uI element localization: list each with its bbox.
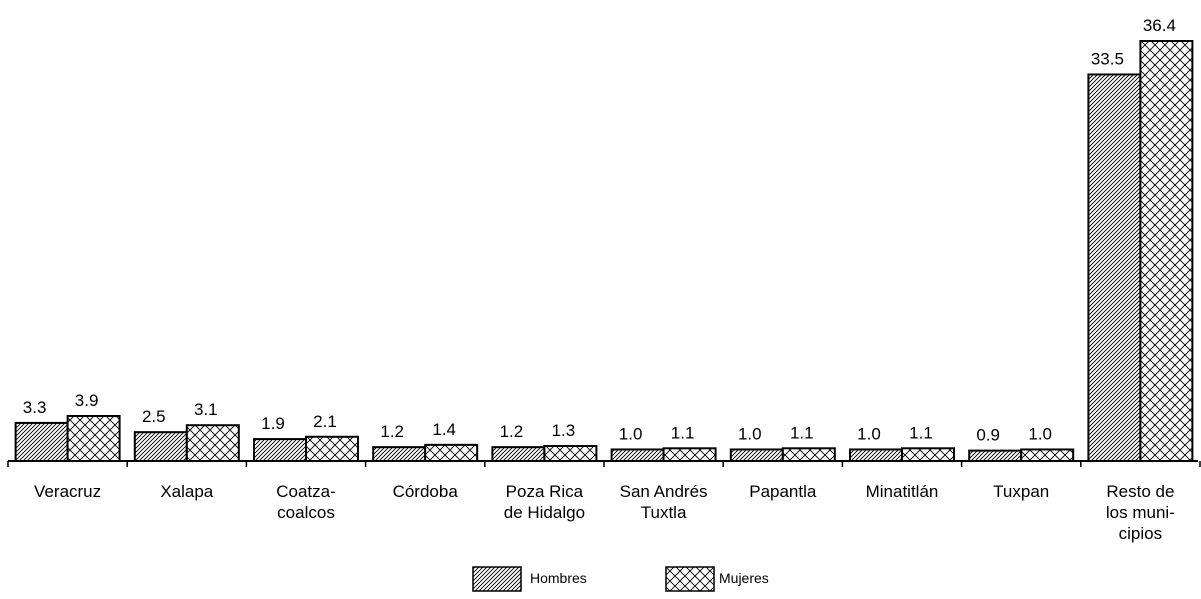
value-label-mujeres-2: 2.1 xyxy=(313,412,337,431)
bar-mujeres-6 xyxy=(781,447,836,462)
category-label-4: Poza Rica de Hidalgo xyxy=(504,482,585,522)
legend-swatch-mujeres xyxy=(665,566,715,592)
bar-hombres-2 xyxy=(253,438,307,463)
value-label-mujeres-0: 3.9 xyxy=(75,391,99,410)
value-label-hombres-1: 2.5 xyxy=(142,407,166,426)
category-label-3: Córdoba xyxy=(393,482,459,501)
category-label-8: Tuxpan xyxy=(993,482,1049,501)
bar-hombres-7 xyxy=(849,448,903,463)
bar-mujeres-5 xyxy=(662,447,717,462)
bar-mujeres-8 xyxy=(1020,448,1075,463)
legend-label-mujeres: Mujeres xyxy=(719,570,769,586)
bar-hombres-9 xyxy=(1087,73,1142,462)
category-label-5: San Andrés Tuxtla xyxy=(620,482,708,522)
value-labels-group: 3.3 3.9 2.5 3.1 1.9 2.1 1.2 1.4 1.2 1.3 1.0 1.1 1.0 1… xyxy=(23,16,1176,445)
bar-mujeres-7 xyxy=(901,447,955,462)
category-labels-group: Veracruz Xalapa Coatza-coalcos Córdoba Poza … xyxy=(34,482,1175,543)
value-label-hombres-3: 1.2 xyxy=(380,422,404,441)
value-label-mujeres-8: 1.0 xyxy=(1028,424,1052,443)
x-axis-ticks xyxy=(7,461,1201,467)
value-label-mujeres-3: 1.4 xyxy=(432,420,456,439)
legend-label-hombres: Hombres xyxy=(530,570,587,586)
category-label-1: Xalapa xyxy=(160,482,213,501)
value-label-hombres-4: 1.2 xyxy=(500,422,524,441)
bar-mujeres-9 xyxy=(1139,40,1194,462)
bar-hombres-1 xyxy=(133,431,188,462)
value-label-mujeres-1: 3.1 xyxy=(194,400,218,419)
bar-hombres-5 xyxy=(610,448,665,463)
bar-chart: 3.3 3.9 2.5 3.1 1.9 2.1 1.2 1.4 1.2 1.3 1.0 1.1 1.0 1… xyxy=(7,16,1201,543)
value-label-mujeres-7: 1.1 xyxy=(909,423,933,442)
value-label-hombres-0: 3.3 xyxy=(23,398,47,417)
value-label-hombres-9: 33.5 xyxy=(1091,49,1124,68)
category-label-6: Papantla xyxy=(749,482,817,501)
bar-hombres-3 xyxy=(372,446,427,462)
value-label-mujeres-6: 1.1 xyxy=(790,423,814,442)
value-label-hombres-8: 0.9 xyxy=(976,426,1000,445)
bar-hombres-4 xyxy=(491,446,546,462)
value-label-hombres-2: 1.9 xyxy=(261,414,285,433)
category-label-9: Resto de los muni-cipios xyxy=(1106,482,1175,543)
value-label-mujeres-5: 1.1 xyxy=(671,423,695,442)
value-label-hombres-7: 1.0 xyxy=(857,424,881,443)
bar-hombres-6 xyxy=(729,448,784,463)
bar-mujeres-4 xyxy=(543,445,598,462)
bar-mujeres-3 xyxy=(424,443,479,463)
value-label-hombres-5: 1.0 xyxy=(619,424,643,443)
category-label-7: Minatitlán xyxy=(866,482,939,501)
legend-swatch-hombres xyxy=(472,566,522,592)
bar-hombres-0 xyxy=(14,421,69,462)
bar-mujeres-0 xyxy=(66,415,121,462)
value-label-mujeres-9: 36.4 xyxy=(1143,16,1176,35)
value-label-hombres-6: 1.0 xyxy=(738,424,762,443)
value-label-mujeres-4: 1.3 xyxy=(552,421,576,440)
category-label-2: Coatza-coalcos xyxy=(276,482,336,522)
category-label-0: Veracruz xyxy=(34,482,101,501)
legend: Hombres Mujeres xyxy=(0,566,1201,594)
bar-mujeres-1 xyxy=(185,424,240,463)
bar-mujeres-2 xyxy=(305,435,359,462)
bar-hombres-8 xyxy=(968,449,1023,463)
bars-group xyxy=(14,40,1194,463)
